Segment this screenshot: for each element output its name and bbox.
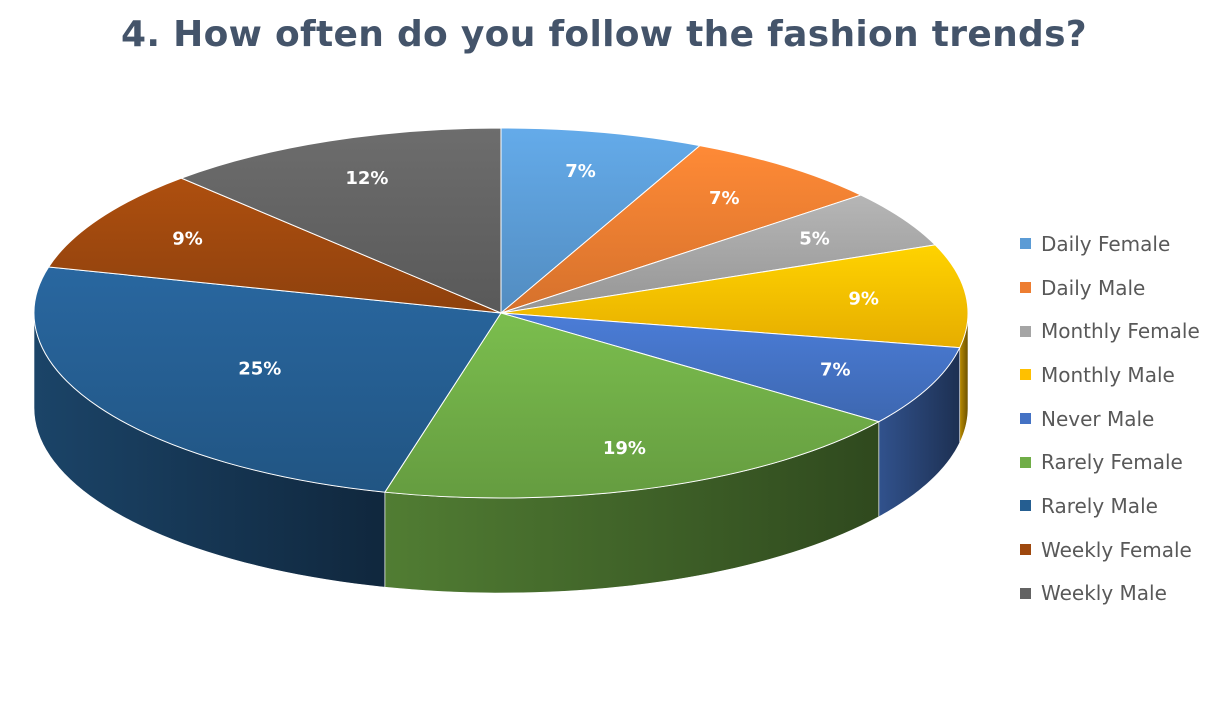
legend-label: Weekly Female xyxy=(1041,537,1192,562)
legend-item: Monthly Male xyxy=(1020,353,1200,397)
legend-item: Rarely Female xyxy=(1020,440,1200,484)
legend-swatch xyxy=(1020,456,1031,468)
legend-item: Monthly Female xyxy=(1020,309,1200,353)
legend-label: Daily Female xyxy=(1041,231,1171,256)
chart-title: 4. How often do you follow the fashion t… xyxy=(120,14,1087,55)
data-label-daily-male: 7% xyxy=(709,188,740,209)
legend-swatch xyxy=(1020,238,1031,250)
pie-slice-weekly-male xyxy=(179,127,502,314)
legend-swatch xyxy=(1020,500,1031,512)
pie-slice-rarely-female xyxy=(383,312,881,499)
legend-swatch xyxy=(1020,282,1031,294)
data-labels: 7% 7% 5% 9% 7% 19% 25% 9% 12% xyxy=(172,161,879,459)
legend-swatch xyxy=(1020,587,1031,599)
pie-slice-monthly-female xyxy=(500,194,937,314)
data-label-monthly-male: 9% xyxy=(848,288,879,309)
pie-slice-daily-female xyxy=(500,127,701,315)
pie-slice-daily-male xyxy=(500,145,863,314)
legend-swatch xyxy=(1020,544,1031,556)
legend-item: Never Male xyxy=(1020,397,1200,441)
legend-label: Weekly Male xyxy=(1041,581,1167,606)
legend-item: Rarely Male xyxy=(1020,484,1200,528)
pie-slice-weekly-female xyxy=(47,177,502,314)
legend-item: Weekly Male xyxy=(1020,572,1200,616)
legend-item: Daily Female xyxy=(1020,222,1200,266)
legend-swatch xyxy=(1020,369,1031,381)
data-label-never-male: 7% xyxy=(820,359,851,380)
data-label-rarely-female: 19% xyxy=(603,438,646,459)
pie-slice-rarely-male xyxy=(33,266,502,493)
legend-label: Rarely Male xyxy=(1041,493,1158,518)
data-label-weekly-female: 9% xyxy=(172,229,203,250)
legend-swatch xyxy=(1020,325,1031,337)
data-label-rarely-male: 25% xyxy=(238,359,281,380)
data-label-monthly-female: 5% xyxy=(799,229,830,250)
data-label-weekly-male: 12% xyxy=(345,168,388,189)
pie-slices xyxy=(33,127,969,499)
legend-label: Daily Male xyxy=(1041,275,1146,300)
data-label-daily-female: 7% xyxy=(565,161,596,182)
legend-item: Weekly Female xyxy=(1020,528,1200,572)
legend-label: Monthly Female xyxy=(1041,319,1200,344)
pie-slice-never-male xyxy=(500,312,961,423)
legend-label: Rarely Female xyxy=(1041,450,1183,475)
pie-slice-monthly-male xyxy=(500,244,969,349)
legend-label: Never Male xyxy=(1041,406,1155,431)
legend-item: Daily Male xyxy=(1020,266,1200,310)
legend: Daily Female Daily Male Monthly Female Mont… xyxy=(1020,222,1200,615)
legend-swatch xyxy=(1020,413,1031,425)
legend-label: Monthly Male xyxy=(1041,362,1175,387)
